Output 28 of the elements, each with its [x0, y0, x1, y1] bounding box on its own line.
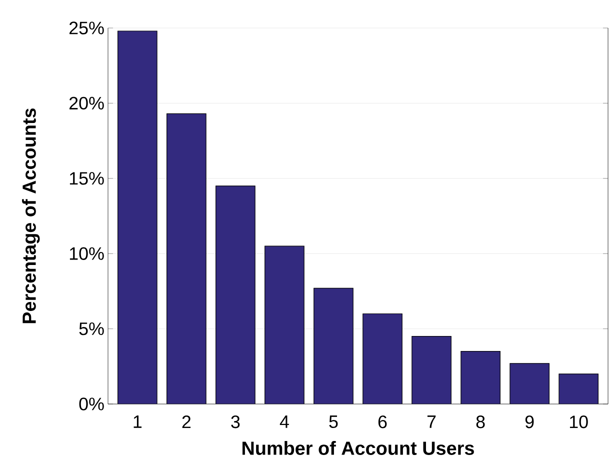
y-tick-label: 10%	[70, 247, 104, 260]
x-tick-label: 5	[329, 416, 338, 428]
x-axis-title: Number of Account Users	[242, 441, 474, 455]
x-tick-label: 3	[231, 416, 240, 428]
x-tick-label: 2	[182, 416, 191, 428]
y-axis-title: Percentage of Accounts	[22, 108, 40, 324]
x-tick-label: 6	[378, 416, 387, 428]
y-tick-label: 25%	[69, 22, 104, 34]
bar	[264, 246, 304, 404]
y-tick-label: 5%	[79, 322, 104, 336]
x-tick-label: 4	[280, 416, 289, 428]
bar	[118, 31, 158, 404]
bar	[412, 336, 452, 404]
bar	[166, 114, 206, 404]
bar	[510, 363, 550, 404]
bar	[362, 314, 402, 404]
bar	[558, 374, 599, 404]
bar	[460, 351, 500, 404]
y-tick-label: 0%	[79, 398, 104, 410]
x-tick-label: 9	[525, 416, 534, 428]
x-tick-label: 1	[134, 416, 142, 428]
bar	[216, 186, 256, 404]
y-tick-label: 15%	[70, 172, 104, 185]
y-tick-label: 20%	[69, 96, 104, 110]
x-tick-label: 10	[570, 416, 588, 428]
x-tick-label: 7	[427, 416, 436, 428]
x-tick-label: 8	[476, 416, 485, 428]
bar	[314, 288, 354, 404]
